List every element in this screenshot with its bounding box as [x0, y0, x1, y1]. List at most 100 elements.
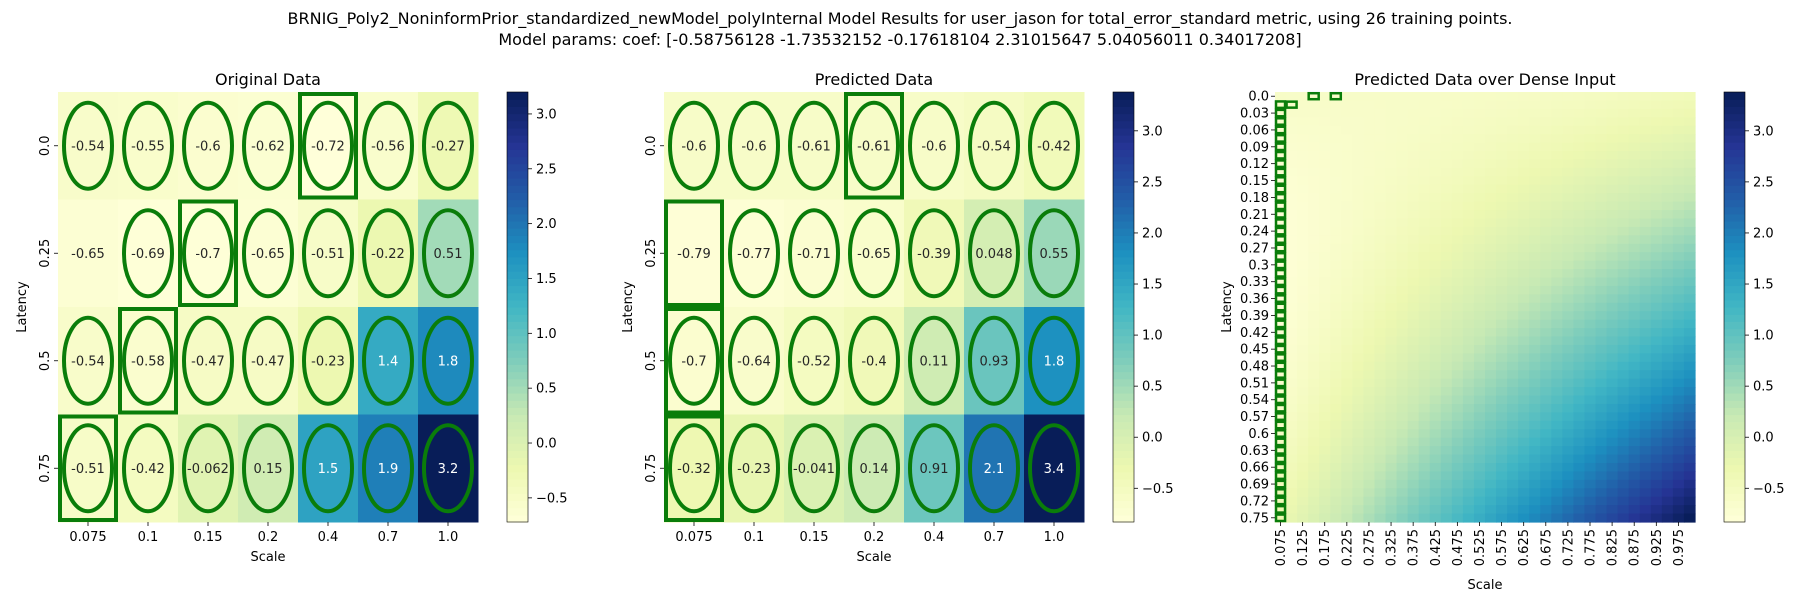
dense-heatmap-cell — [1407, 243, 1420, 253]
y-tick-label: 0.0 — [1248, 90, 1269, 105]
dense-heatmap-cell — [1606, 226, 1619, 236]
dense-heatmap-cell — [1628, 100, 1641, 110]
colorbar-segment — [507, 321, 528, 330]
dense-heatmap-cell — [1485, 437, 1497, 447]
dense-heatmap-cell — [1352, 395, 1365, 405]
dense-heatmap-cell — [1374, 117, 1387, 127]
colorbar-segment — [1724, 170, 1745, 179]
dense-heatmap-cell — [1551, 344, 1563, 354]
dense-heatmap-cell — [1518, 151, 1530, 161]
dense-heatmap-cell — [1562, 319, 1575, 329]
dense-heatmap-cell — [1363, 462, 1376, 473]
dense-heatmap-cell — [1297, 370, 1309, 380]
dense-heatmap-cell — [1352, 226, 1365, 236]
dense-heatmap-cell — [1496, 328, 1508, 338]
dense-heatmap-cell — [1584, 395, 1597, 405]
dense-heatmap-cell — [1518, 184, 1530, 194]
dense-heatmap-cell — [1661, 353, 1674, 363]
dense-heatmap-cell — [1275, 437, 1287, 447]
dense-heatmap-cell — [1518, 513, 1530, 523]
dense-heatmap-cell — [1628, 403, 1641, 413]
dense-heatmap-cell — [1330, 488, 1342, 498]
dense-heatmap-cell — [1374, 252, 1387, 262]
heatmap-cell — [298, 92, 359, 200]
colorbar-segment — [1113, 507, 1134, 516]
dense-heatmap-cell — [1595, 151, 1608, 161]
y-tick-label: 0.24 — [1240, 225, 1269, 240]
dense-heatmap-cell — [1462, 117, 1475, 127]
colorbar-tick-label: 2.5 — [536, 162, 557, 177]
dense-heatmap-cell — [1650, 496, 1663, 506]
dense-heatmap-cell — [1551, 294, 1563, 304]
dense-heatmap-cell — [1297, 471, 1309, 481]
colorbar-segment — [507, 213, 528, 222]
dense-heatmap-cell — [1319, 302, 1331, 312]
dense-heatmap-cell — [1363, 176, 1376, 186]
colorbar-segment — [1724, 285, 1745, 294]
suptitle-line-1: BRNIG_Poly2_NoninformPrior_standardized_… — [287, 9, 1513, 28]
dense-heatmap-cell — [1661, 496, 1674, 506]
dense-heatmap-cell — [1496, 429, 1508, 439]
dense-heatmap-cell — [1275, 319, 1287, 329]
dense-heatmap-cell — [1286, 319, 1298, 329]
dense-heatmap-cell — [1462, 471, 1475, 481]
dense-heatmap-cell — [1485, 134, 1497, 144]
dense-heatmap-cell — [1374, 437, 1387, 447]
dense-heatmap-cell — [1451, 302, 1464, 312]
dense-heatmap-cell — [1440, 108, 1453, 118]
colorbar-segment — [1113, 213, 1134, 222]
dense-heatmap-cell — [1308, 420, 1320, 430]
cell-value-label: -0.54 — [71, 139, 105, 154]
dense-heatmap-cell — [1529, 496, 1541, 506]
dense-heatmap-cell — [1584, 446, 1597, 456]
dense-heatmap-cell — [1562, 117, 1575, 127]
colorbar-tick-label: 1.0 — [1142, 329, 1163, 344]
colorbar-segment — [1724, 335, 1745, 344]
dense-heatmap-cell — [1551, 226, 1563, 236]
colorbar-segment — [507, 285, 528, 294]
dense-heatmap-cell — [1584, 252, 1597, 262]
dense-heatmap-cell — [1385, 125, 1398, 135]
dense-heatmap-cell — [1573, 159, 1586, 169]
dense-heatmap-cell — [1606, 420, 1619, 430]
colorbar-segment — [1724, 278, 1745, 287]
dense-heatmap-cell — [1473, 260, 1486, 270]
dense-heatmap-cell — [1540, 218, 1552, 228]
cell-value-label: 0.048 — [975, 247, 1012, 262]
dense-heatmap-cell — [1385, 108, 1398, 118]
dense-heatmap-cell — [1275, 412, 1287, 422]
dense-heatmap-cell — [1319, 496, 1331, 506]
dense-heatmap-cell — [1661, 294, 1674, 304]
dense-heatmap-cell — [1672, 496, 1685, 506]
dense-heatmap-cell — [1540, 269, 1552, 279]
dense-heatmap-cell — [1672, 167, 1685, 177]
dense-marked-cell — [1274, 513, 1287, 523]
dense-heatmap-cell — [1518, 387, 1530, 397]
dense-heatmap-cell — [1639, 218, 1652, 228]
dense-heatmap-cell — [1529, 387, 1541, 397]
heatmap-cell — [1024, 92, 1085, 200]
dense-heatmap-cell — [1341, 344, 1353, 354]
dense-heatmap-cell — [1385, 243, 1398, 253]
dense-heatmap-cell — [1507, 437, 1519, 447]
dense-heatmap-cell — [1429, 395, 1442, 405]
dense-heatmap-cell — [1308, 370, 1320, 380]
dense-heatmap-cell — [1407, 210, 1420, 220]
dense-heatmap-cell — [1286, 403, 1298, 413]
dense-heatmap-cell — [1595, 344, 1608, 354]
dense-heatmap-cell — [1639, 226, 1652, 236]
dense-heatmap-cell — [1374, 134, 1387, 144]
dense-heatmap-cell — [1363, 378, 1376, 388]
dense-heatmap-cell — [1341, 496, 1353, 506]
heatmap-cell — [58, 414, 119, 523]
dense-heatmap-cell — [1573, 488, 1586, 498]
dense-heatmap-cell — [1341, 142, 1353, 152]
dense-heatmap-cell — [1473, 378, 1486, 388]
dense-heatmap-cell — [1451, 328, 1464, 338]
cell-value-label: -0.71 — [797, 247, 831, 262]
dense-heatmap-cell — [1363, 210, 1376, 220]
dense-heatmap-cell — [1485, 496, 1497, 506]
colorbar-segment — [1724, 507, 1745, 516]
heatmap-cell — [664, 307, 725, 415]
dense-heatmap-cell — [1374, 108, 1387, 118]
